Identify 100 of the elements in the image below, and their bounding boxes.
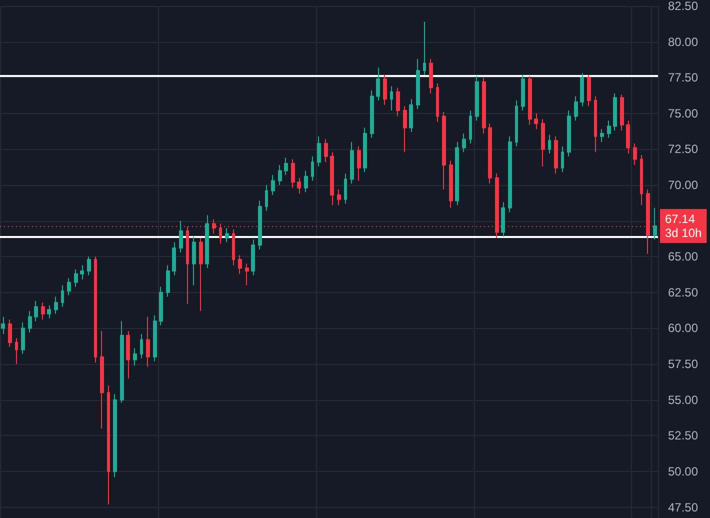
y-tick-label: 47.50 xyxy=(668,500,698,514)
candlestick xyxy=(350,142,354,184)
candlestick xyxy=(508,136,512,213)
candlestick xyxy=(232,228,235,266)
y-tick-label: 72.50 xyxy=(668,142,698,156)
candlestick xyxy=(172,242,176,276)
candlestick xyxy=(179,220,183,253)
candlestick xyxy=(15,338,18,365)
candlestick xyxy=(324,138,328,163)
candlestick xyxy=(488,122,492,184)
candlestick xyxy=(403,106,407,153)
candlestick xyxy=(363,127,367,173)
candlestick xyxy=(521,74,525,112)
candlestick xyxy=(304,170,308,193)
candlestick xyxy=(80,264,84,280)
candlestick xyxy=(87,256,91,276)
candlestick xyxy=(423,21,426,76)
candlestick xyxy=(580,72,584,107)
candlestick xyxy=(120,320,124,404)
y-tick-label: 82.50 xyxy=(668,0,698,13)
ref-line-label: 67.14 xyxy=(665,212,696,226)
y-tick-label: 65.00 xyxy=(668,250,698,264)
y-tick-label: 80.00 xyxy=(668,34,698,49)
candlestick xyxy=(34,300,38,322)
candlestick xyxy=(297,177,301,194)
candlestick xyxy=(61,284,64,308)
candlestick xyxy=(501,202,505,238)
candlestick xyxy=(475,76,479,122)
candlestick xyxy=(574,96,578,122)
candlestick xyxy=(561,146,564,173)
candlestick xyxy=(442,111,446,190)
candlestick xyxy=(429,58,433,94)
candlestick xyxy=(67,278,71,296)
candlestick xyxy=(317,136,321,167)
candlestick xyxy=(330,152,334,206)
candlestick xyxy=(567,110,571,157)
candlestick xyxy=(219,223,222,244)
candlestick xyxy=(291,158,295,188)
candlestick xyxy=(357,146,361,182)
candlestick xyxy=(455,142,459,206)
candlestick xyxy=(100,330,104,429)
candlestick xyxy=(245,263,249,286)
candlestick xyxy=(436,82,439,123)
y-tick-label: 52.50 xyxy=(668,428,698,443)
candlestick xyxy=(205,214,209,269)
candlestick xyxy=(620,94,624,132)
candlestick xyxy=(626,120,630,154)
candlestick xyxy=(311,156,314,182)
candlestick xyxy=(284,157,288,176)
candlestick xyxy=(528,76,532,126)
candlestick xyxy=(21,322,25,355)
candlestick xyxy=(469,110,472,144)
candlestick xyxy=(265,184,268,212)
candlestick xyxy=(613,92,617,132)
y-tick-label: 57.50 xyxy=(668,357,698,372)
candlestick xyxy=(370,90,374,138)
candlestick xyxy=(534,112,538,130)
candlestick xyxy=(653,207,657,240)
candlestick xyxy=(126,330,130,379)
candlestick xyxy=(225,227,229,243)
candlestick xyxy=(600,128,604,143)
candlestick xyxy=(74,269,78,288)
candlestick xyxy=(258,200,262,250)
candlestick xyxy=(594,96,597,153)
candlestick xyxy=(113,394,117,478)
candlestick xyxy=(159,286,163,326)
y-tick-label: 60.00 xyxy=(668,321,698,336)
y-tick-label: 75.00 xyxy=(668,106,698,120)
candlestick xyxy=(140,333,143,359)
candlestick xyxy=(199,238,203,312)
y-tick-label: 50.00 xyxy=(668,464,698,478)
candlestick xyxy=(192,236,196,286)
y-tick-label: 62.50 xyxy=(668,285,698,300)
candlestick xyxy=(133,348,137,366)
candlestick xyxy=(376,67,380,102)
candlestick xyxy=(462,132,466,153)
candlestick xyxy=(587,74,591,107)
candlestick xyxy=(541,118,545,167)
candlestick xyxy=(1,316,5,334)
candlestick xyxy=(607,120,611,138)
candlestick xyxy=(278,164,282,186)
candlestick xyxy=(515,100,518,147)
candlestick xyxy=(47,304,51,319)
candlestick xyxy=(416,58,420,110)
candlestick xyxy=(146,316,150,368)
candlestick xyxy=(28,310,32,334)
candlestick xyxy=(396,87,400,117)
candlestick xyxy=(8,319,12,348)
candlestick xyxy=(548,134,551,154)
candlestick xyxy=(107,385,110,505)
candlestick xyxy=(383,74,387,106)
candlestick xyxy=(482,77,486,134)
candlestick xyxy=(153,314,157,362)
candlestick xyxy=(409,98,413,133)
candlestick xyxy=(554,136,558,174)
candlestick xyxy=(337,188,341,206)
candlestick xyxy=(54,296,58,314)
candlestick xyxy=(166,264,170,298)
text: 3d 10h xyxy=(665,226,702,240)
y-tick-label: 55.00 xyxy=(668,392,698,407)
